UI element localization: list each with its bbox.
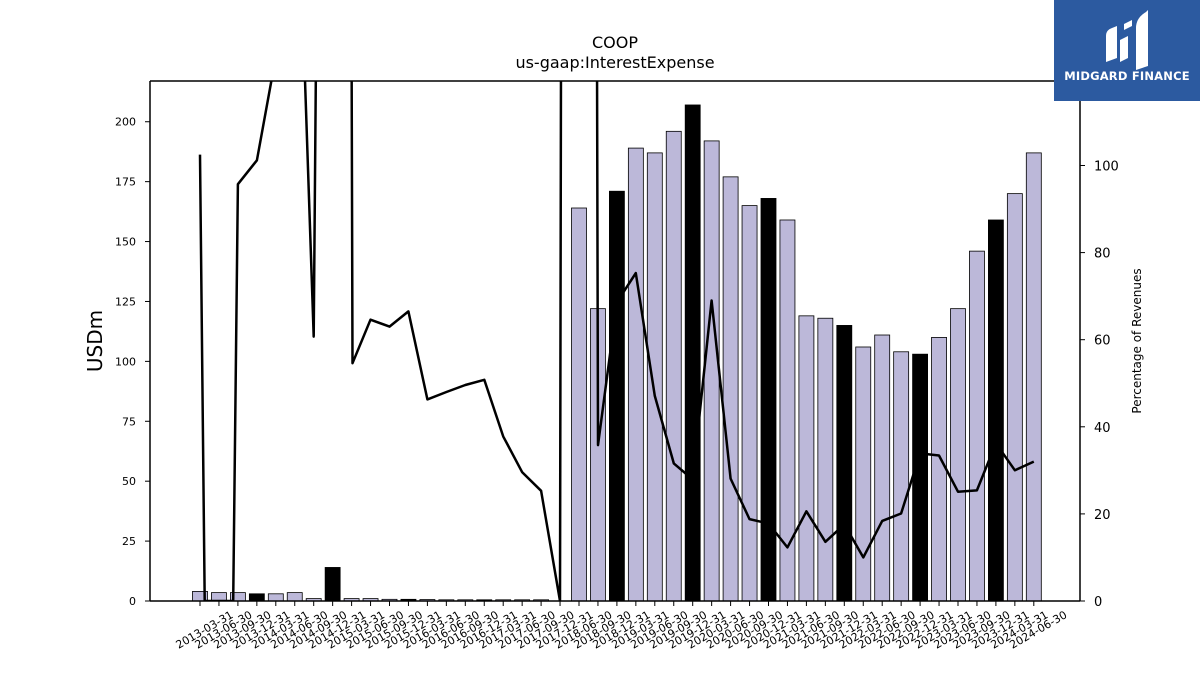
bar [760,198,777,602]
bar [248,593,265,602]
brand-logo: MIDGARD FINANCE [1054,0,1200,101]
y-tick-label: 175 [115,176,136,189]
bar [741,205,758,602]
bar [817,317,834,602]
y-tick-label: 75 [122,415,136,428]
bar [324,567,341,602]
bar [267,593,284,602]
bar [931,337,947,602]
y2-tick-label: 100 [1094,159,1119,174]
bar [1025,152,1042,602]
bar [684,104,701,602]
y2-tick-label: 60 [1094,334,1111,349]
y-tick-label: 0 [129,595,136,608]
y2-tick-label: 0 [1094,595,1102,610]
y2-tick-label: 40 [1094,421,1111,436]
bar [722,176,739,602]
bar [646,152,663,602]
y-tick-label: 25 [122,535,136,548]
chart-subtitle: us-gaap:InterestExpense [515,53,714,72]
y2-tick-label: 20 [1094,508,1111,523]
bar [286,592,303,602]
y-tick-label: 50 [122,475,136,488]
midgard-logo-icon [1106,10,1148,70]
bar [969,250,985,602]
y-tick-label: 200 [115,116,136,129]
chart-title: COOP [592,33,638,52]
logo-text: MIDGARD FINANCE [1064,69,1190,83]
bar [703,140,720,602]
y2-tick-label: 80 [1094,247,1111,262]
bar [609,190,625,602]
y-axis-label: USDm [83,310,107,372]
bar [211,592,227,602]
percentage-line [198,81,1035,601]
bar [950,308,966,602]
bar [779,219,796,602]
bar [874,334,891,602]
bar [836,325,853,602]
bar [798,315,815,602]
bar [665,130,682,602]
bar [1006,193,1023,602]
bar [627,147,644,602]
y-tick-label: 150 [115,236,136,249]
y-tick-label: 125 [115,295,136,308]
y2-axis-label: Percentage of Revenues [1130,268,1144,413]
bar [912,353,928,602]
bar [571,207,587,602]
bar [988,219,1004,602]
plot-area: 02550751001251501752000204060801002013-0… [115,80,1119,652]
y-tick-label: 100 [115,355,136,368]
bar [855,346,872,602]
bar [893,351,910,602]
